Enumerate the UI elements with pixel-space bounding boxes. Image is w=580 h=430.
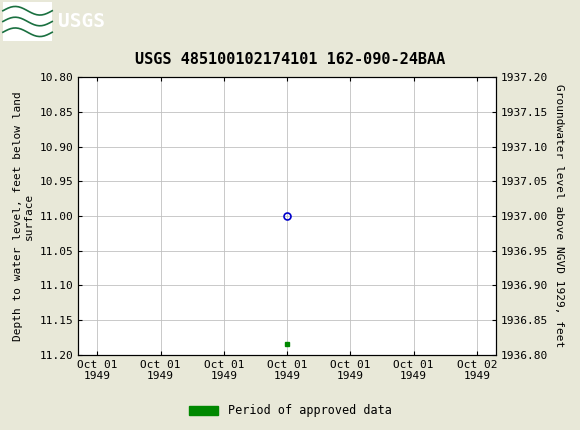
Legend: Period of approved data: Period of approved data: [184, 399, 396, 422]
Y-axis label: Depth to water level, feet below land
surface: Depth to water level, feet below land su…: [13, 91, 34, 341]
Text: USGS: USGS: [58, 12, 105, 31]
Text: USGS 485100102174101 162-090-24BAA: USGS 485100102174101 162-090-24BAA: [135, 52, 445, 67]
Bar: [3, 2, 52, 41]
Y-axis label: Groundwater level above NGVD 1929, feet: Groundwater level above NGVD 1929, feet: [553, 84, 564, 348]
